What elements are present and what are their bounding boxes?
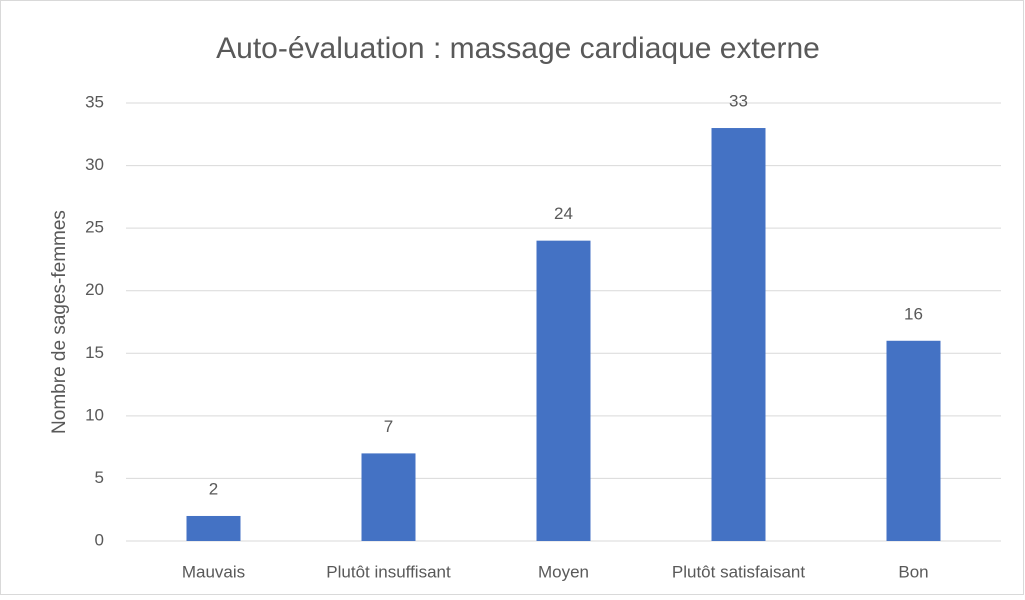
data-label: 16	[904, 304, 923, 323]
data-label: 33	[729, 92, 748, 111]
chart-title: Auto-évaluation : massage cardiaque exte…	[216, 32, 820, 65]
data-label: 24	[554, 204, 573, 223]
x-tick-label: Plutôt satisfaisant	[672, 562, 806, 581]
bar	[886, 340, 941, 541]
y-tick-label: 35	[85, 92, 104, 111]
y-tick-label: 10	[85, 405, 104, 424]
x-tick-label: Mauvais	[182, 562, 245, 581]
data-label: 2	[209, 479, 218, 498]
x-tick-label: Moyen	[538, 562, 589, 581]
y-tick-label: 0	[95, 530, 104, 549]
x-tick-label: Bon	[898, 562, 928, 581]
y-tick-label: 5	[95, 468, 104, 487]
bar	[711, 128, 766, 541]
y-tick-label: 25	[85, 218, 104, 237]
data-label: 7	[384, 417, 393, 436]
x-tick-label: Plutôt insuffisant	[326, 562, 451, 581]
y-tick-label: 20	[85, 280, 104, 299]
y-tick-label: 30	[85, 155, 104, 174]
y-axis-label: Nombre de sages-femmes	[49, 210, 70, 434]
bar	[361, 453, 416, 541]
bar	[536, 240, 591, 541]
bar	[186, 515, 241, 541]
y-tick-label: 15	[85, 343, 104, 362]
